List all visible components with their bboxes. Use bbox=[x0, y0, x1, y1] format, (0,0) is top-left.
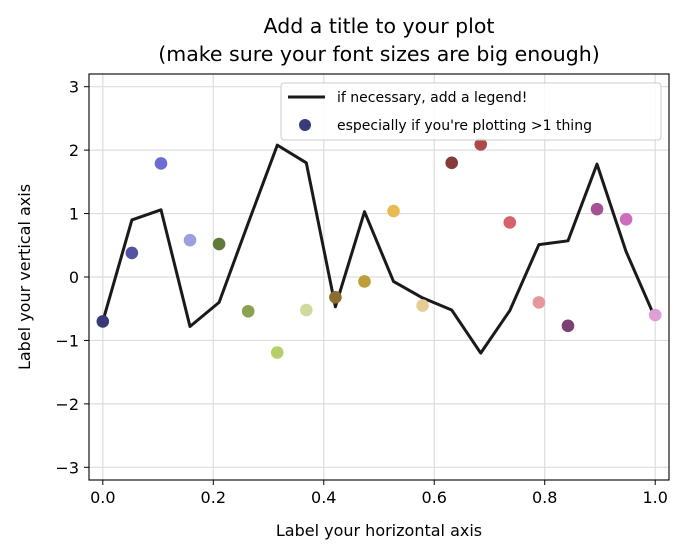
line-layer bbox=[101, 143, 657, 355]
scatter-point bbox=[300, 303, 313, 317]
chart-title-line-2: (make sure your font sizes are big enoug… bbox=[158, 42, 600, 66]
scatter-point bbox=[270, 346, 284, 359]
scatter-point bbox=[387, 204, 400, 218]
scatter-point bbox=[561, 319, 575, 333]
scatter-layer bbox=[96, 138, 662, 359]
y-tick-label: 2 bbox=[69, 141, 79, 160]
legend-label-scatter: especially if you're plotting >1 thing bbox=[337, 118, 592, 134]
scatter-point bbox=[416, 299, 429, 312]
scatter-point bbox=[329, 291, 342, 304]
y-tick-label: −2 bbox=[55, 395, 79, 414]
grid bbox=[89, 74, 669, 480]
y-tick-label: 3 bbox=[69, 78, 79, 97]
x-tick-label: 0.6 bbox=[422, 488, 447, 507]
legend: if necessary, add a legend! especially i… bbox=[280, 82, 662, 141]
scatter-point bbox=[125, 246, 139, 260]
x-tick-label: 0.4 bbox=[311, 488, 336, 507]
y-tick-label: 0 bbox=[69, 268, 79, 287]
scatter-point bbox=[183, 233, 197, 247]
x-ticks: 0.0 0.2 0.4 0.6 0.8 1.0 bbox=[90, 480, 668, 507]
plot-area: 0.0 0.2 0.4 0.6 0.8 1.0 −3 −2 −1 0 1 2 3 bbox=[55, 73, 670, 507]
y-tick-label: −3 bbox=[55, 458, 79, 477]
scatter-point bbox=[532, 296, 546, 309]
scatter-point bbox=[648, 308, 662, 322]
legend-box bbox=[280, 82, 662, 141]
scatter-point bbox=[358, 275, 371, 288]
legend-label-line: if necessary, add a legend! bbox=[337, 90, 527, 106]
x-axis-label: Label your horizontal axis bbox=[276, 521, 482, 540]
scatter-point bbox=[154, 157, 168, 170]
y-tick-label: 1 bbox=[69, 205, 79, 224]
x-tick-label: 0.2 bbox=[201, 488, 226, 507]
scatter-point bbox=[619, 212, 633, 226]
x-tick-label: 0.0 bbox=[90, 488, 115, 507]
x-tick-label: 0.8 bbox=[532, 488, 557, 507]
x-tick-label: 1.0 bbox=[642, 488, 667, 507]
scatter-point bbox=[445, 156, 458, 170]
chart-title-line-1: Add a title to your plot bbox=[264, 14, 495, 38]
scatter-point bbox=[212, 237, 226, 251]
scatter-point bbox=[503, 216, 517, 229]
y-axis-label: Label your vertical axis bbox=[15, 184, 34, 370]
scatter-point bbox=[474, 138, 488, 151]
scatter-point bbox=[590, 202, 604, 216]
series-line bbox=[101, 143, 657, 355]
scatter-point bbox=[96, 315, 110, 328]
y-tick-label: −1 bbox=[55, 331, 79, 350]
scatter-point bbox=[241, 304, 255, 318]
y-ticks: −3 −2 −1 0 1 2 3 bbox=[55, 78, 89, 477]
legend-scatter-swatch bbox=[299, 119, 311, 131]
